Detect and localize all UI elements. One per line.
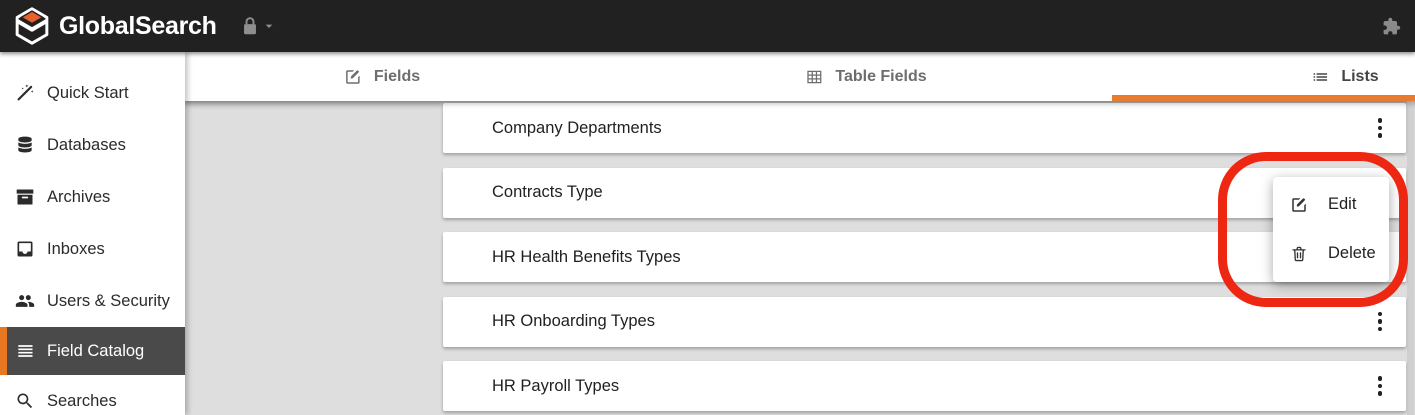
tab-label: Lists [1341,67,1379,85]
vertical-scrollbar[interactable] [1407,101,1414,415]
sidebar-item-label: Archives [47,187,111,206]
list-row-label: Company Departments [492,118,662,137]
top-app-bar: GlobalSearch [0,0,1415,52]
list-row-hr-health-benefits-types[interactable]: HR Health Benefits Types [443,232,1406,282]
lock-menu-button[interactable] [239,15,277,37]
database-icon [18,136,32,153]
sidebar-item-users-security[interactable]: Users & Security [0,275,185,327]
sidebar-nav: Quick Start Databases Archives Inboxes U [0,52,185,415]
main-content: Fields Table Fields Lists Company Depart… [185,52,1415,415]
sidebar-item-label: Databases [47,135,126,154]
caret-down-icon [265,24,272,28]
tab-fields[interactable]: Fields [344,52,420,101]
list-row-label: HR Onboarding Types [492,312,655,330]
kebab-icon[interactable] [1368,369,1392,403]
context-menu-item-label: Delete [1328,244,1376,262]
app-logo: GlobalSearch [0,7,217,45]
extensions-button[interactable] [1382,17,1415,36]
list-row-label: Contracts Type [492,183,603,201]
edit-icon [346,69,360,84]
inbox-icon [17,241,33,257]
lock-icon [243,17,256,35]
list-row-hr-onboarding-types[interactable]: HR Onboarding Types [443,296,1406,347]
app-title: GlobalSearch [59,11,217,40]
list-row-label: HR Health Benefits Types [492,247,681,266]
sidebar-item-label: Users & Security [47,291,170,310]
sidebar-item-label: Field Catalog [47,341,145,360]
tab-label: Table Fields [835,67,927,85]
list-row-hr-payroll-types[interactable]: HR Payroll Types [443,361,1406,411]
table-icon [807,70,822,83]
field-catalog-tabbar: Fields Table Fields Lists [185,52,1415,101]
edit-icon [1292,197,1306,212]
sidebar-item-label: Searches [47,391,117,410]
kebab-icon[interactable] [1368,305,1392,339]
sidebar-item-field-catalog[interactable]: Field Catalog [0,327,185,375]
list-icon [1313,72,1328,81]
context-menu-item-label: Edit [1328,195,1357,213]
list-row-label: HR Payroll Types [492,376,620,395]
tab-table-fields[interactable]: Table Fields [805,52,927,101]
sidebar-item-label: Inboxes [47,239,105,258]
sidebar-item-databases[interactable]: Databases [0,119,185,171]
globalsearch-hexagon-logo-icon [15,7,49,45]
active-tab-indicator [1112,95,1415,101]
list-row-company-departments[interactable]: Company Departments [443,103,1406,153]
list-row-contracts-type[interactable]: Contracts Type [443,167,1406,218]
kebab-icon[interactable] [1368,111,1392,145]
sidebar-item-archives[interactable]: Archives [0,171,185,223]
trash-icon [1292,246,1306,261]
sidebar-item-quick-start[interactable]: Quick Start [0,67,185,119]
context-menu-delete[interactable]: Delete [1273,229,1389,278]
sidebar-item-inboxes[interactable]: Inboxes [0,223,185,275]
tab-lists[interactable]: Lists [1311,52,1379,101]
context-menu-edit[interactable]: Edit [1273,180,1389,229]
archive-icon [16,189,34,205]
row-context-menu: Edit Delete [1273,177,1389,282]
search-icon [17,393,33,409]
wand-icon [17,84,34,101]
tab-label: Fields [373,67,421,85]
puzzle-icon [1383,17,1401,34]
sidebar-item-label: Quick Start [47,83,129,102]
sidebar-item-searches[interactable]: Searches [0,375,185,415]
users-icon [15,295,35,307]
list-icon [18,345,33,357]
